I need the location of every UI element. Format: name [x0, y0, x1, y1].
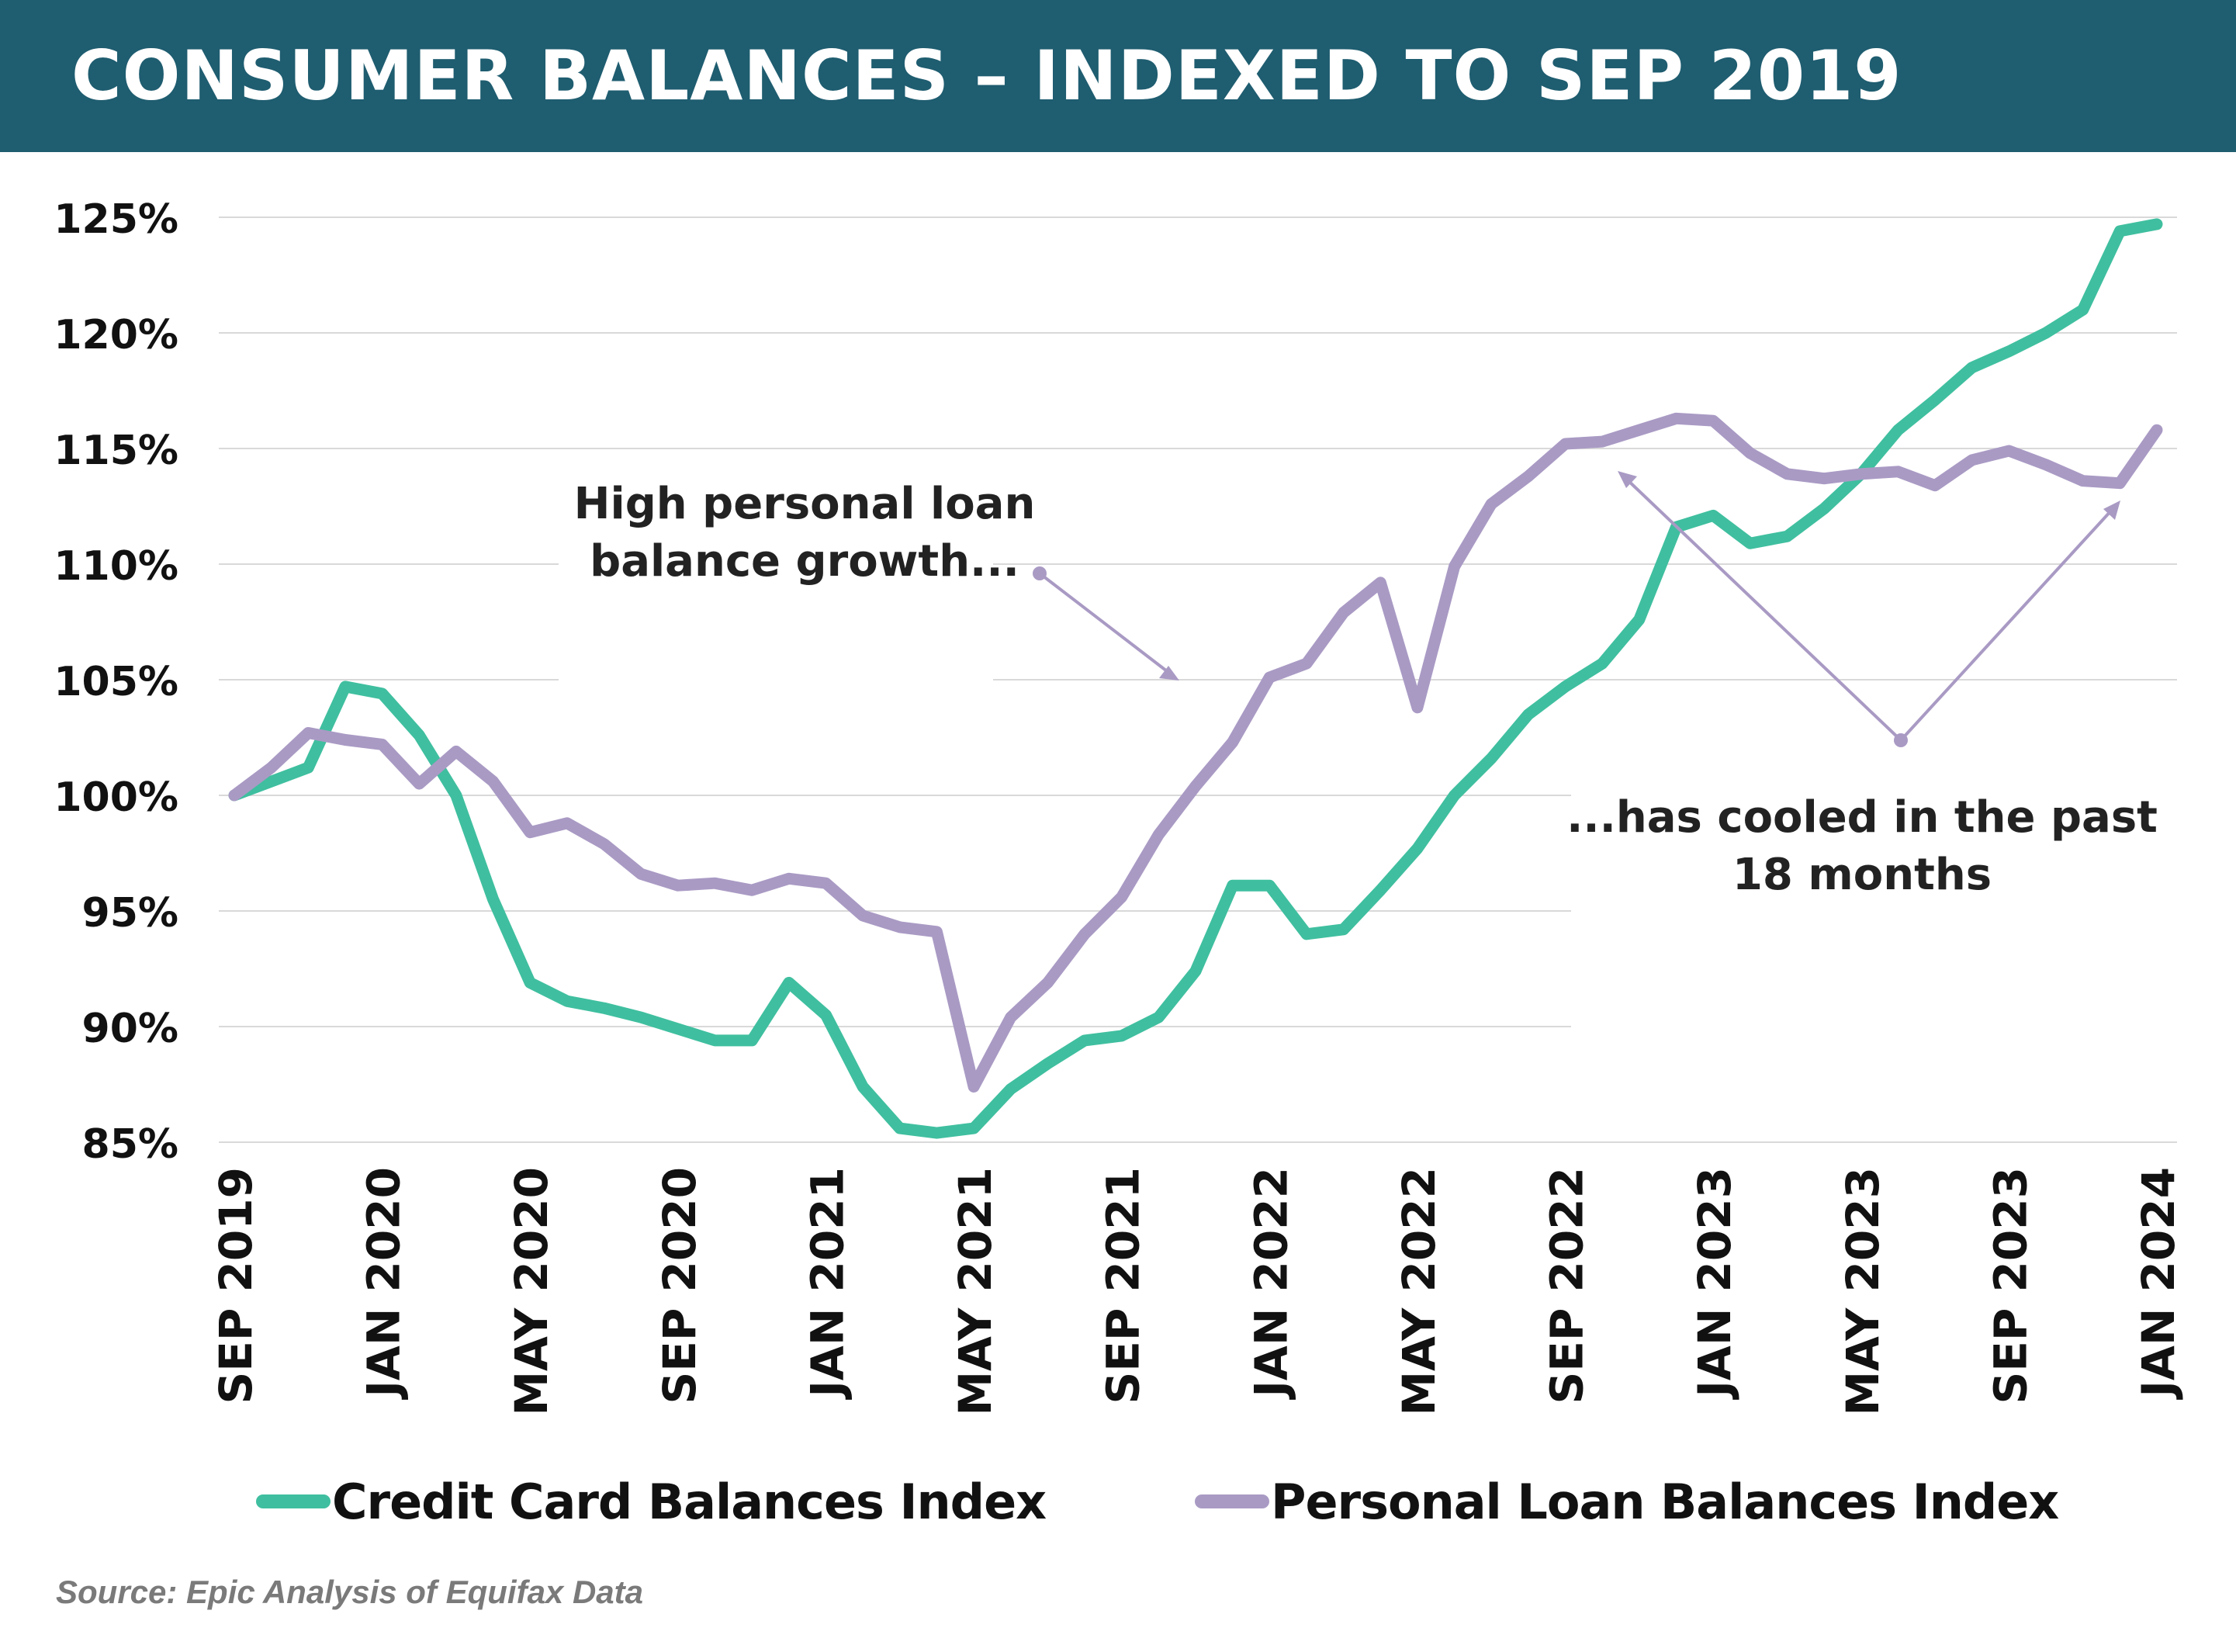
legend-item-personal-loan: Personal Loan Balances Index — [1195, 1470, 2059, 1533]
legend-item-credit-card: Credit Card Balances Index — [256, 1470, 1047, 1533]
credit-card-legend-label: Credit Card Balances Index — [332, 1473, 1047, 1530]
x-tick-label-7: JAN 2022 — [1244, 1167, 1297, 1401]
annotation-2-backdrop — [1571, 773, 2192, 1068]
x-tick-label-6: SEP 2021 — [1097, 1167, 1150, 1404]
annotation-2-arrowhead-left — [1618, 471, 1637, 488]
x-tick-label-8: MAY 2022 — [1393, 1167, 1445, 1416]
x-tick-label-11: MAY 2023 — [1836, 1167, 1889, 1416]
y-tick-label-120: 120% — [54, 312, 178, 358]
x-tick-label-5: MAY 2021 — [949, 1167, 1002, 1416]
annotation-arrows — [1033, 471, 2120, 747]
y-axis-tick-labels: 85% 90% 95% 100% 105% 110% 115% 120% 125% — [54, 196, 178, 1168]
personal-loan-legend-swatch — [1195, 1494, 1269, 1508]
annotation-1-line-1: High personal loan — [574, 479, 1036, 529]
x-tick-label-12: SEP 2023 — [1984, 1167, 2037, 1404]
x-tick-label-3: SEP 2020 — [653, 1167, 706, 1404]
y-tick-label-110: 110% — [54, 543, 178, 590]
x-axis-tick-labels: SEP 2019 JAN 2020 MAY 2020 SEP 2020 JAN 2021… — [209, 1167, 2185, 1416]
annotation-1-line-2: balance growth... — [590, 536, 1019, 587]
x-tick-label-2: MAY 2020 — [505, 1167, 558, 1416]
x-tick-label-13: JAN 2024 — [2132, 1167, 2185, 1401]
annotations: High personal loan balance growth... ...… — [559, 470, 2192, 1068]
annotation-2-arrow-right — [1899, 507, 2114, 742]
annotation-1-backdrop — [559, 470, 993, 711]
annotation-2-arrow-left — [1624, 476, 1902, 742]
x-tick-label-0: SEP 2019 — [209, 1167, 262, 1404]
line-chart: 85% 90% 95% 100% 105% 110% 115% 120% 125% SEP 20… — [54, 196, 2192, 1416]
y-tick-label-85: 85% — [82, 1121, 178, 1168]
grid-lines — [219, 216, 2177, 1143]
annotation-2-arrowhead-right — [2103, 500, 2120, 520]
personal-loan-legend-label: Personal Loan Balances Index — [1271, 1473, 2059, 1530]
x-tick-label-4: JAN 2021 — [801, 1167, 853, 1401]
personal-loan-series-line — [228, 412, 2163, 1093]
x-tick-label-1: JAN 2020 — [358, 1167, 410, 1401]
y-tick-label-95: 95% — [82, 890, 178, 937]
y-tick-label-125: 125% — [54, 196, 178, 243]
title-banner: CONSUMER BALANCES – INDEXED TO SEP 2019 — [0, 0, 2236, 152]
series-lines — [228, 218, 2163, 1139]
y-tick-label-105: 105% — [54, 659, 178, 705]
annotation-1-arrow — [1038, 572, 1172, 675]
annotation-1-arrowhead — [1159, 666, 1179, 681]
y-tick-label-90: 90% — [82, 1006, 178, 1052]
credit-card-legend-swatch — [256, 1494, 331, 1508]
source-note: Source: Epic Analysis of Equifax Data — [56, 1574, 643, 1610]
annotation-2-line-2: 18 months — [1732, 850, 1992, 900]
page-title: CONSUMER BALANCES – INDEXED TO SEP 2019 — [71, 36, 1902, 116]
x-tick-label-10: JAN 2023 — [1688, 1167, 1741, 1401]
x-tick-label-9: SEP 2022 — [1541, 1167, 1594, 1404]
y-tick-label-115: 115% — [54, 428, 178, 474]
y-tick-label-100: 100% — [54, 774, 178, 821]
annotation-2-line-1: ...has cooled in the past — [1566, 792, 2158, 843]
credit-card-series-line — [228, 218, 2163, 1139]
